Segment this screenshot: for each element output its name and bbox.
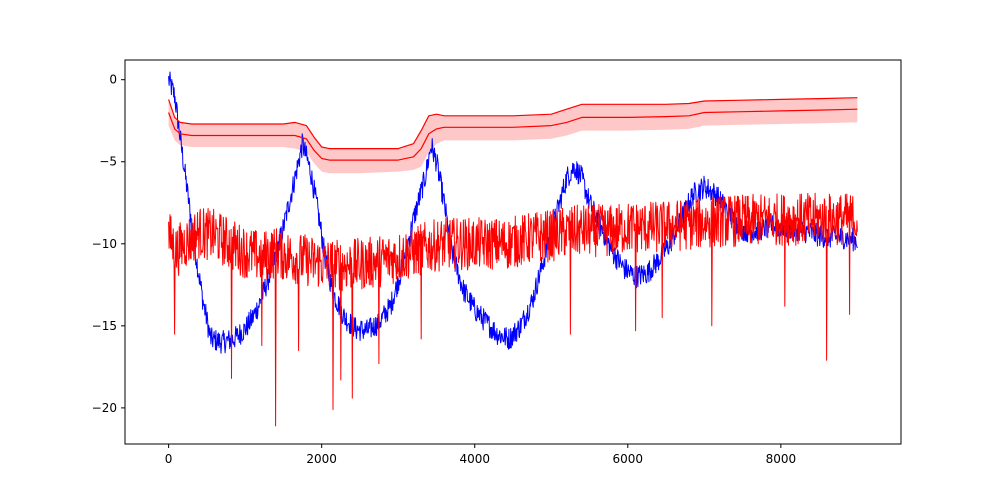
plot-frame — [124, 59, 902, 445]
y-tick-label: 0 — [109, 73, 117, 87]
x-tick-label: 0 — [165, 452, 173, 466]
confidence-band — [168, 97, 858, 174]
series-line-2 — [168, 108, 858, 161]
series-line-3 — [168, 97, 858, 150]
confidence-band-layer — [168, 97, 858, 174]
x-tick-label: 6000 — [613, 452, 644, 466]
y-tick-label: −20 — [92, 401, 117, 415]
y-tick-label: −10 — [92, 237, 117, 251]
y-axis: 0 −5 −10 −15 −20 — [92, 73, 125, 415]
y-tick-label: −5 — [99, 155, 117, 169]
x-tick-label: 4000 — [459, 452, 490, 466]
series-line-0 — [168, 71, 858, 354]
series-layer — [168, 71, 858, 427]
x-axis: 0 2000 4000 6000 8000 — [165, 444, 796, 466]
series-line-1 — [168, 192, 858, 427]
x-tick-label: 2000 — [306, 452, 337, 466]
x-tick-label: 8000 — [766, 452, 797, 466]
y-tick-label: −15 — [92, 319, 117, 333]
